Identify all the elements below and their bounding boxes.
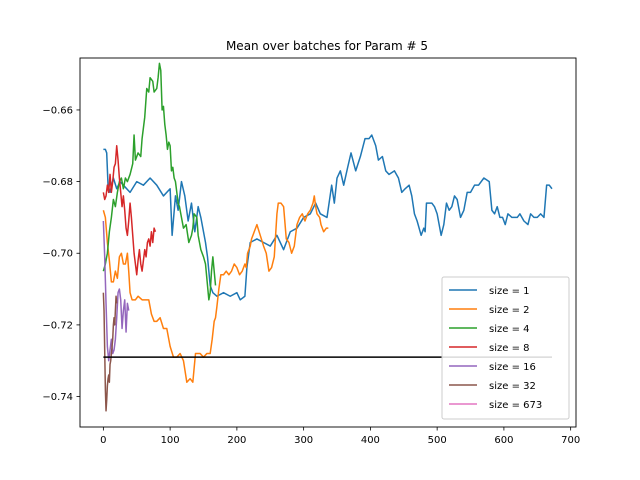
y-tick-label: −0.66 [42,105,73,116]
plot-area [102,62,553,412]
legend-label: size = 2 [489,305,530,316]
y-tick-label: −0.72 [42,320,73,331]
legend-label: size = 1 [489,286,530,297]
series-line-5 [102,220,130,362]
legend-label: size = 8 [489,343,530,354]
series-line-3 [102,62,217,301]
chart-title: Mean over batches for Param # 5 [226,39,428,53]
x-tick-label: 0 [100,435,106,446]
y-tick-label: −0.74 [42,392,73,403]
legend: size = 1 size = 2 size = 4 size = 8 size = 1… [441,276,570,420]
y-tick-label: −0.70 [42,249,73,260]
x-tick-label: 600 [494,435,513,446]
legend-box [441,276,570,420]
x-tick-label: 500 [428,435,447,446]
x-axis: 0 100 200 300 400 500 600 700 [100,427,580,446]
axes-frame [79,57,577,428]
legend-label: size = 16 [489,362,536,373]
x-tick-label: 400 [361,435,380,446]
legend-label: size = 32 [489,381,536,392]
y-tick-label: −0.68 [42,177,73,188]
legend-label: size = 4 [489,324,530,335]
series-line-6 [102,292,118,412]
x-tick-label: 200 [227,435,246,446]
legend-label: size = 673 [489,400,542,411]
x-tick-label: 100 [161,435,180,446]
y-axis: −0.66 −0.68 −0.70 −0.72 −0.74 [42,105,80,403]
series-line-4 [102,145,157,276]
series-line-1 [103,134,553,301]
series-line-2 [102,195,329,383]
x-tick-label: 300 [294,435,313,446]
x-tick-label: 700 [561,435,580,446]
